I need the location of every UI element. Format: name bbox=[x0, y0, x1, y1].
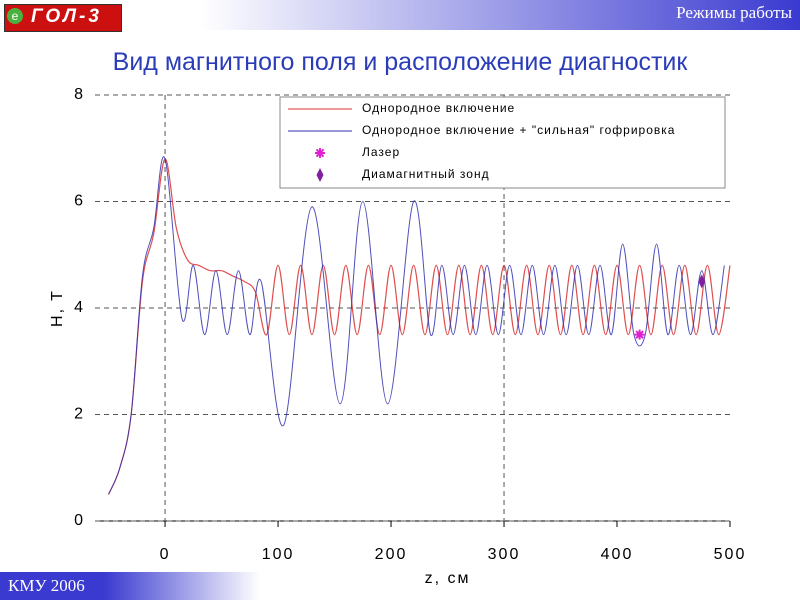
logo: e ГОЛ-3 bbox=[4, 4, 122, 32]
series-line bbox=[108, 158, 731, 495]
x-tick-label: 400 bbox=[601, 546, 634, 563]
legend-swatch bbox=[316, 168, 324, 182]
top-bar bbox=[0, 0, 800, 30]
x-tick-label: 100 bbox=[262, 546, 295, 563]
series-line bbox=[108, 156, 725, 495]
legend-label: Однородное включение bbox=[362, 101, 515, 115]
chart: 0 2 4 6 8 0 100 200 300 400 500 z, см H, T Однородное… bbox=[49, 86, 747, 587]
y-tick-label: 2 bbox=[74, 406, 85, 423]
legend-box bbox=[279, 96, 726, 189]
legend-label: Однородное включение + "сильная" гофриро… bbox=[362, 123, 675, 137]
chart-title: Вид магнитного поля и расположение диагн… bbox=[112, 48, 688, 76]
footer-bar bbox=[0, 572, 260, 600]
legend-label: Диамагнитный зонд bbox=[362, 167, 490, 181]
legend: Однородное включение Однородное включение… bbox=[279, 96, 726, 189]
x-axis-label: z, см bbox=[425, 570, 471, 587]
x-tick-label: 200 bbox=[375, 546, 408, 563]
legend-label: Лазер bbox=[362, 145, 400, 159]
y-tick-label: 4 bbox=[74, 299, 85, 316]
logo-mark: e bbox=[7, 8, 23, 24]
section-title: Режимы работы bbox=[676, 3, 792, 22]
x-tick-label: 0 bbox=[160, 546, 171, 563]
logo-text: ГОЛ-3 bbox=[31, 6, 102, 27]
footer: КМУ 2006 bbox=[8, 576, 85, 595]
y-axis-label: H, T bbox=[49, 289, 66, 327]
y-tick-label: 8 bbox=[74, 86, 85, 103]
legend-swatch bbox=[315, 148, 325, 158]
x-tick-label: 500 bbox=[714, 546, 747, 563]
laser-point bbox=[634, 329, 645, 340]
y-tick-label: 0 bbox=[74, 512, 85, 529]
probe-point bbox=[698, 274, 706, 289]
x-tick-label: 300 bbox=[488, 546, 521, 563]
y-tick-label: 6 bbox=[74, 193, 85, 210]
